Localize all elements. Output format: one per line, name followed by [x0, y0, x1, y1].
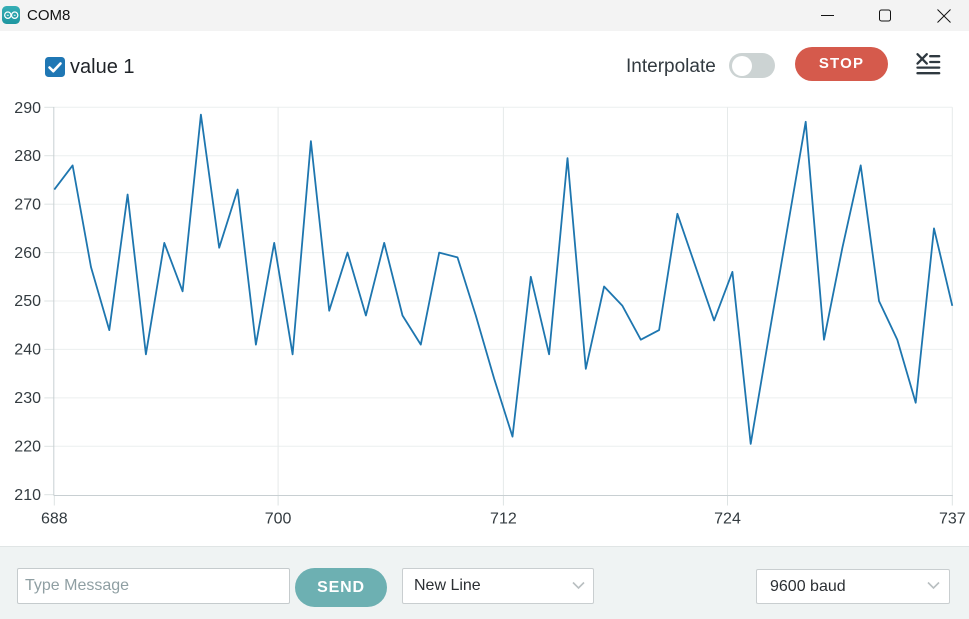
- svg-text:688: 688: [41, 511, 68, 528]
- svg-text:270: 270: [14, 196, 41, 213]
- svg-text:240: 240: [14, 342, 41, 359]
- svg-text:230: 230: [14, 390, 41, 407]
- svg-text:280: 280: [14, 148, 41, 165]
- svg-text:712: 712: [490, 511, 517, 528]
- svg-text:700: 700: [265, 511, 292, 528]
- svg-text:290: 290: [14, 100, 41, 117]
- svg-text:737: 737: [939, 511, 966, 528]
- svg-text:220: 220: [14, 439, 41, 456]
- svg-text:260: 260: [14, 245, 41, 262]
- svg-text:210: 210: [14, 487, 41, 504]
- svg-text:724: 724: [714, 511, 741, 528]
- svg-text:250: 250: [14, 293, 41, 310]
